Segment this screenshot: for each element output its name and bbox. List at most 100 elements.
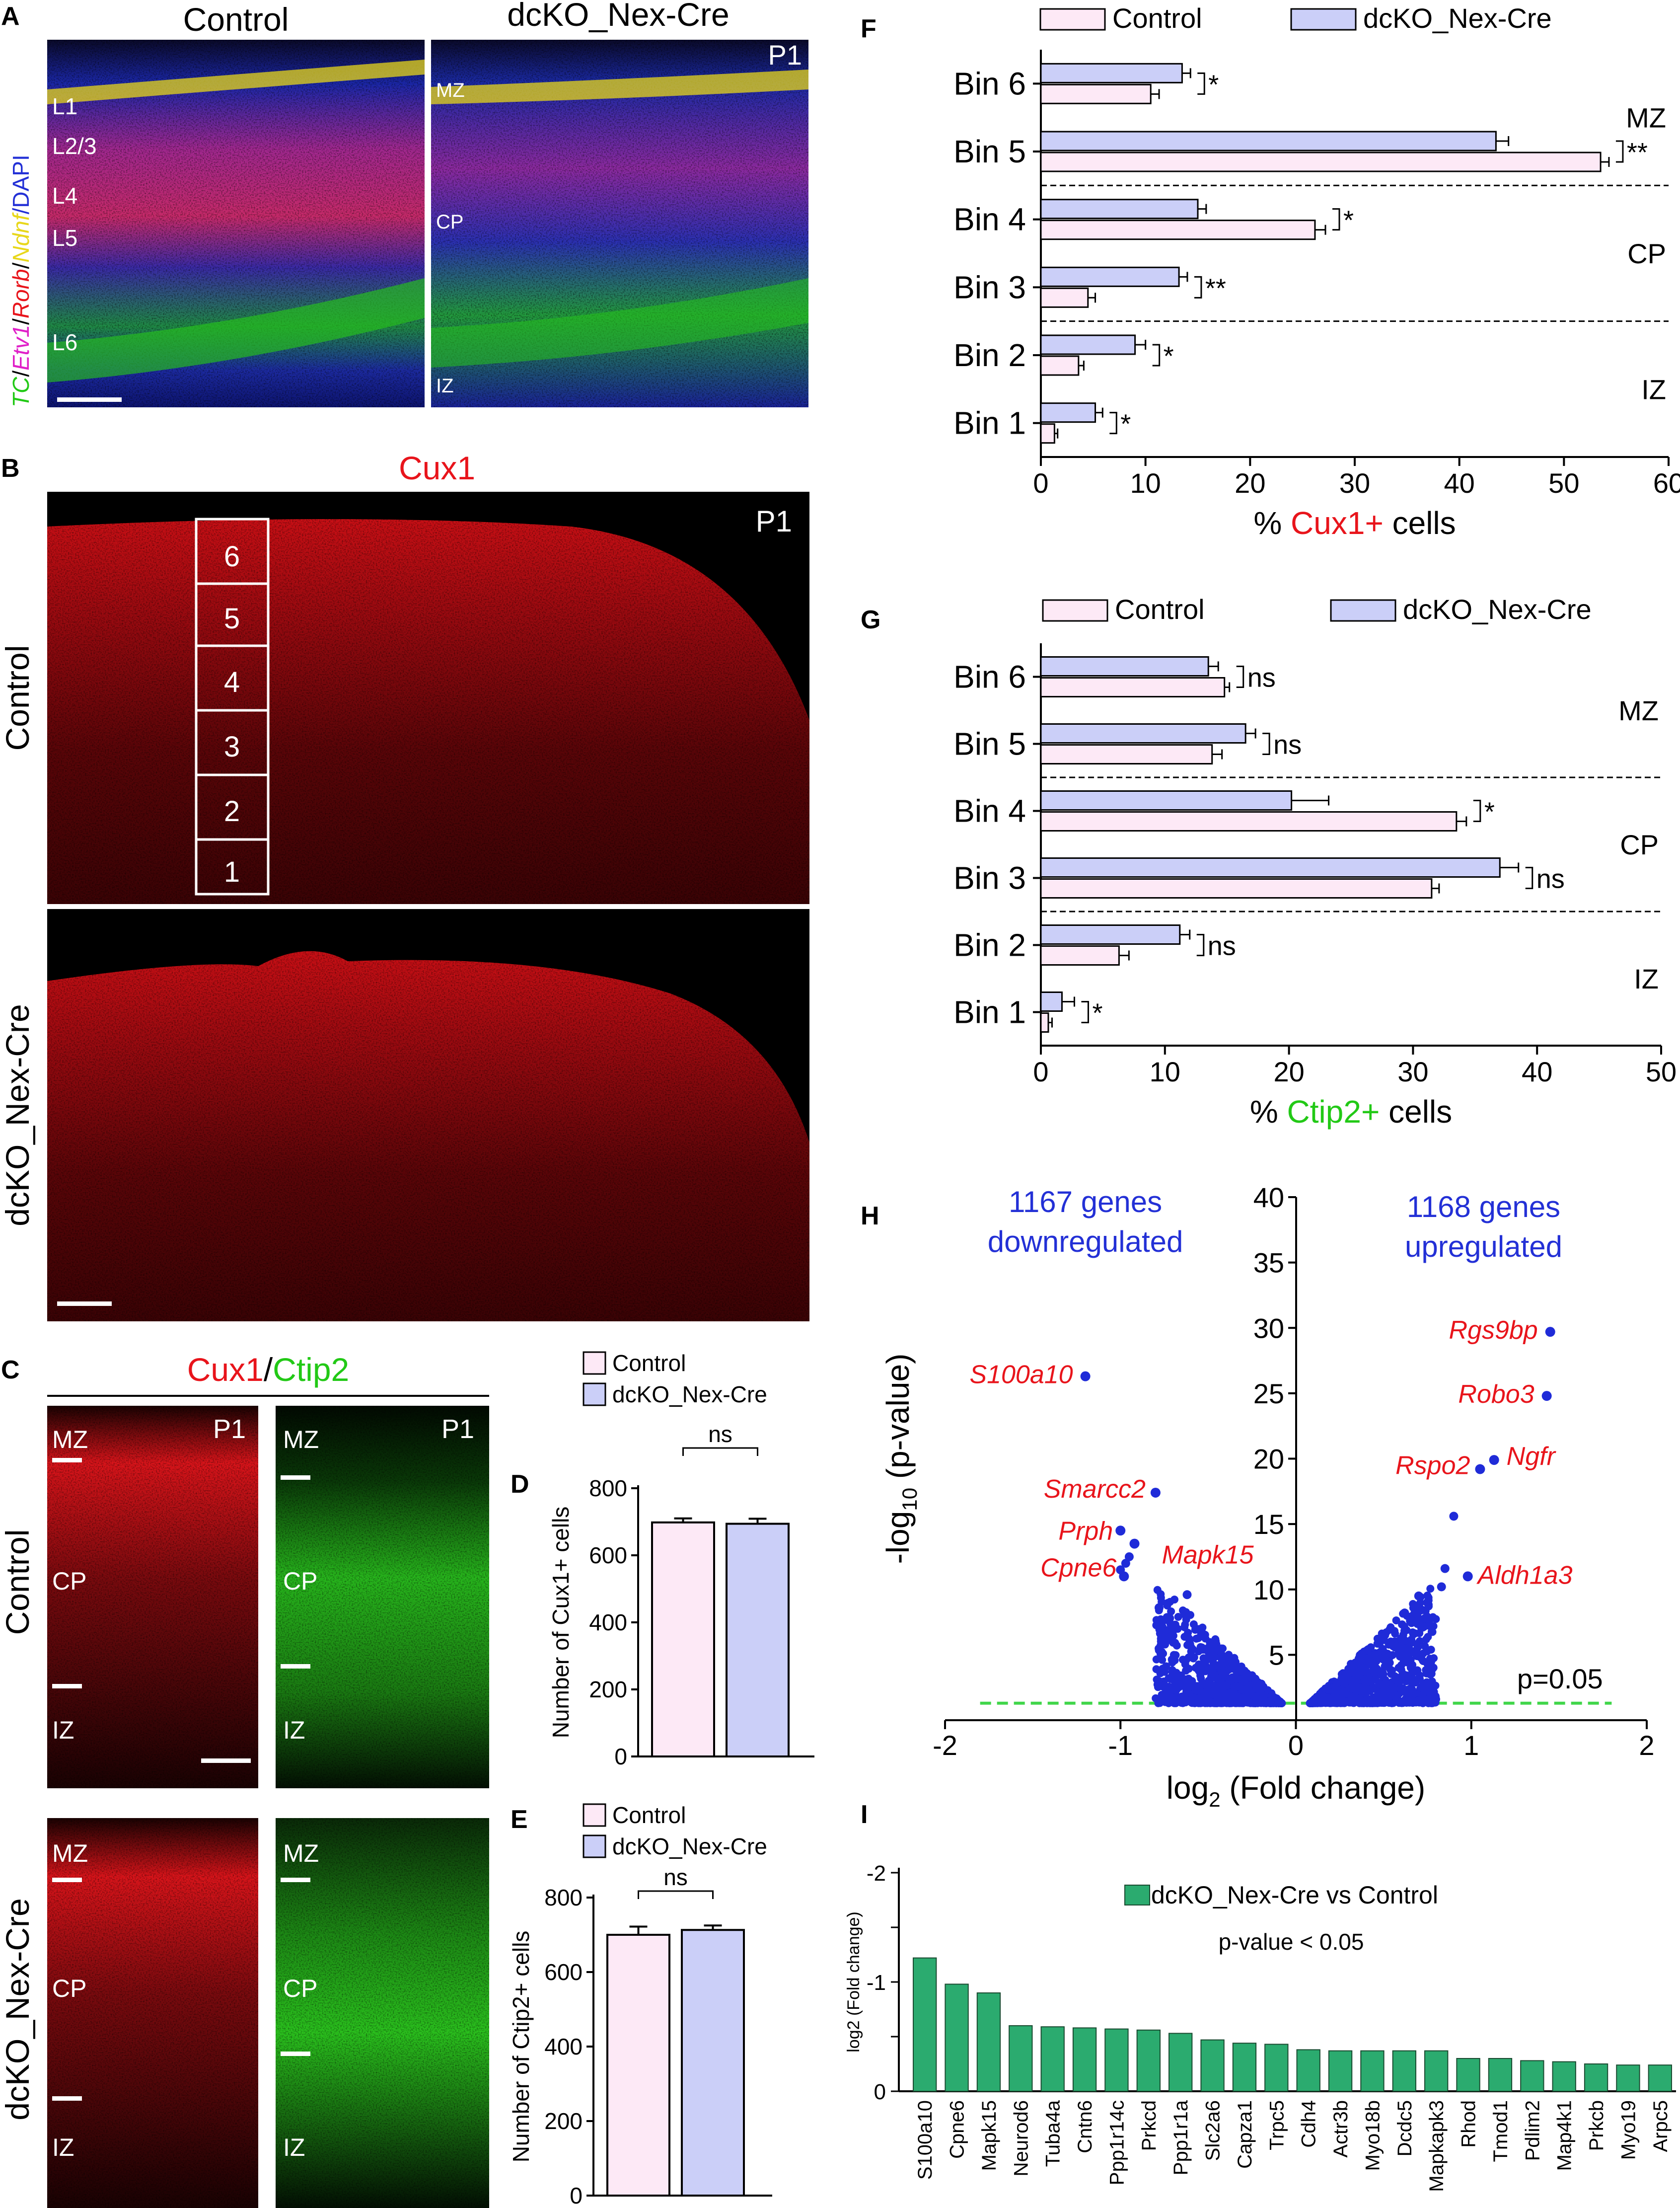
chart-H-point-up-765: [1425, 1685, 1434, 1693]
panel-c-title: Cux1/Ctip2: [187, 1351, 350, 1388]
chart-H-point-up-868: [1416, 1675, 1424, 1683]
chart-H-point-down-852: [1157, 1650, 1165, 1658]
chart-I-bar-Slc2a6: [1200, 2039, 1225, 2092]
chart-H-point-up-751: [1379, 1645, 1387, 1653]
chart-H-point-up-856: [1427, 1645, 1435, 1654]
chart-I-bar-Cntn6: [1072, 2027, 1097, 2092]
chart-G-xtick-label-20: 20: [1273, 1056, 1304, 1087]
chart-H-ytick-label-30: 30: [1253, 1312, 1284, 1344]
chart-H-gene-label-S100a10: S100a10: [969, 1361, 1073, 1389]
chart-H-outlier-9: [1165, 1613, 1174, 1623]
chart-H-point-down-875: [1246, 1699, 1255, 1707]
chart-H-point-up-766: [1420, 1614, 1429, 1622]
chart-H-gene-point-Ngfr: [1489, 1455, 1499, 1465]
chart-H-point-down-723: [1181, 1620, 1189, 1629]
panel-a-layer-l5: L5: [52, 225, 77, 251]
chart-H-point-up-891: [1392, 1695, 1401, 1704]
chart-H-point-up-745: [1416, 1606, 1425, 1615]
chart-G-sig-bracket-2: [1473, 800, 1481, 822]
panel-a-zone-iz: IZ: [436, 375, 454, 397]
chart-H-gene-point-Rgs9bp: [1545, 1327, 1555, 1337]
chart-F-sig-bracket-0: [1197, 72, 1205, 95]
chart-G-sig-bracket-0: [1236, 666, 1244, 688]
chart-H-point-down-862: [1237, 1667, 1245, 1675]
panel-c-cp-3: CP: [52, 1975, 86, 2002]
chart-H-gene-label-Rgs9bp: Rgs9bp: [1449, 1316, 1537, 1345]
chart-H-point-down-821: [1175, 1683, 1183, 1691]
chart-G-legend-swatch-1: [1330, 599, 1396, 622]
chart-H-point-up-894: [1309, 1699, 1317, 1707]
chart-H-outlier-3: [1124, 1552, 1134, 1561]
chart-G-sig-label-1: ns: [1273, 730, 1302, 760]
chart-I-bar-Cpne6: [945, 1983, 969, 2092]
chart-F-zone-label-1: CP: [1627, 238, 1666, 269]
chart-F-bar-dcko-4: [1040, 334, 1136, 355]
chart-H-point-down-897: [1245, 1671, 1253, 1679]
chart-H-point-up-826: [1409, 1630, 1418, 1638]
chart-H-point-down-884: [1222, 1680, 1231, 1689]
chart-I-category-label-Myo19: Myo19: [1617, 2100, 1639, 2160]
chart-I-category-label-Mapkapk3: Mapkapk3: [1426, 2100, 1448, 2192]
chart-H-point-up-829: [1385, 1626, 1393, 1634]
chart-H-point-up-822: [1409, 1668, 1418, 1676]
chart-F-category-label-5: Bin 1: [953, 405, 1026, 441]
chart-H-point-down-754: [1243, 1683, 1252, 1691]
chart-I-category-label-Prkcb: Prkcb: [1586, 2100, 1607, 2151]
chart-G-category-label-4: Bin 2: [953, 927, 1026, 963]
chart-H-point-down-840: [1209, 1640, 1217, 1649]
chart-H-gene-point-Rspo2: [1475, 1464, 1485, 1474]
chart-H-point-down-277: [1170, 1596, 1178, 1604]
chart-H-point-down-800: [1212, 1683, 1220, 1691]
panel-c-mz-2: MZ: [283, 1426, 319, 1453]
chart-E-bar-1: [681, 1929, 745, 2197]
chart-E-ytick-label-200: 200: [544, 2108, 583, 2134]
chart-H-point-up-877: [1408, 1687, 1417, 1695]
chart-H-point-down-794: [1240, 1676, 1248, 1685]
chart-G-sig-bracket-1: [1262, 733, 1270, 755]
chart-H-point-down-623: [1169, 1631, 1177, 1640]
chart-D-bar-0: [651, 1521, 715, 1758]
chart-H-point-up-832: [1368, 1684, 1377, 1693]
chart-D-legend-label-1: dcKO_Nex-Cre: [612, 1381, 767, 1407]
chart-H-point-down-569: [1168, 1666, 1176, 1675]
chart-F-bar-control-2: [1040, 220, 1316, 240]
chart-F-legend-label-1: dcKO_Nex-Cre: [1363, 2, 1552, 34]
chart-I-category-label-Slc2a6: Slc2a6: [1202, 2100, 1224, 2161]
chart-H-point-down-883: [1178, 1675, 1187, 1683]
chart-I-legend-swatch: [1124, 1885, 1150, 1905]
panel-b-bin-3: 3: [224, 731, 240, 763]
panel-letter-e: E: [511, 1805, 528, 1834]
chart-H-point-up-798: [1394, 1677, 1402, 1685]
chart-F-sig-label-0: *: [1208, 70, 1219, 99]
chart-H-point-down-515: [1168, 1658, 1176, 1667]
chart-I-category-label-S100a10: S100a10: [914, 2100, 936, 2180]
chart-I-category-label-Capza1: Capza1: [1234, 2100, 1256, 2169]
panel-letter-d: D: [511, 1470, 529, 1499]
chart-H-point-down-701: [1187, 1647, 1195, 1656]
chart-E-legend-label-0: Control: [612, 1802, 686, 1828]
chart-H-point-up-899: [1356, 1686, 1364, 1695]
chart-I-bar-Tuba4a: [1040, 2026, 1065, 2092]
panel-a-scale-bar: [57, 397, 122, 402]
chart-H-gene-point-Cpne6: [1119, 1571, 1129, 1582]
chart-H-y-label: -log10 (p-value): [880, 1354, 921, 1564]
chart-E-ytick-label-400: 400: [544, 2034, 583, 2059]
chart-H-point-up-857: [1357, 1653, 1365, 1662]
chart-H-point-down-896: [1194, 1694, 1203, 1703]
chart-I-bar-Trpc5: [1264, 2044, 1289, 2092]
panel-b-scale-bar: [57, 1301, 112, 1306]
chart-F-zone-label-0: MZ: [1626, 102, 1666, 134]
chart-H-point-up-870: [1412, 1698, 1420, 1707]
chart-G-bar-dcko-3: [1040, 857, 1501, 878]
chart-F-bar-dcko-2: [1040, 199, 1199, 220]
chart-F-xtick-label-20: 20: [1235, 467, 1265, 499]
chart-D-ytick-label-0: 0: [614, 1744, 627, 1769]
chart-F-bar-control-4: [1040, 355, 1080, 376]
chart-D-ytick-label-800: 800: [589, 1475, 627, 1501]
chart-H-point-down-880: [1231, 1663, 1240, 1671]
chart-H-point-up-864: [1341, 1687, 1349, 1696]
chart-F-bar-dcko-5: [1040, 402, 1096, 423]
chart-H-down-word: downregulated: [988, 1225, 1183, 1258]
chart-G-sig-label-0: ns: [1247, 663, 1276, 693]
chart-I-bar-Pdlim2: [1520, 2060, 1544, 2092]
